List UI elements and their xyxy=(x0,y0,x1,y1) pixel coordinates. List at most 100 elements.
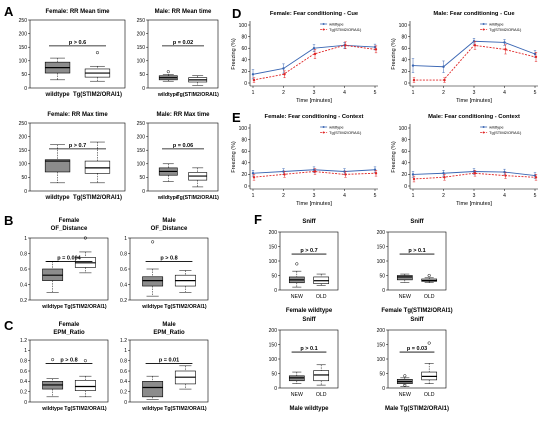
x-category-label: OLD xyxy=(424,392,435,398)
p-value-label: p = 0.03 xyxy=(407,346,427,352)
y-tick-label: 0 xyxy=(124,400,127,406)
p-value-label: p > 0.1 xyxy=(300,346,317,352)
y-tick-label: 0.2 xyxy=(120,298,127,304)
y-tick-label: 1 xyxy=(24,236,27,242)
x-axis-label: Time [minutes] xyxy=(456,201,492,207)
plot-frame xyxy=(387,231,447,291)
y-tick-label: 0 xyxy=(274,386,277,392)
data-point xyxy=(252,78,256,82)
x-category-label: Tg(STIM2/ORAI1) xyxy=(73,195,122,201)
box-iqr xyxy=(84,160,111,174)
data-point xyxy=(282,67,285,70)
outlier-point xyxy=(151,240,155,244)
y-tick-label: 0.8 xyxy=(20,358,27,364)
box xyxy=(396,273,413,283)
y-tick-label: 100 xyxy=(239,126,248,132)
data-point xyxy=(374,48,378,51)
panel-title: Male: Fear conditioning - Cue xyxy=(433,11,515,17)
box xyxy=(42,358,64,398)
y-tick-label: 40 xyxy=(401,58,407,64)
plot-frame xyxy=(129,339,209,403)
p-value-label: p > 0.1 xyxy=(408,248,425,254)
y-tick-label: 0.4 xyxy=(20,379,27,385)
y-tick-label: 200 xyxy=(377,328,386,334)
x-category-label: Tg(STIM2/ORAI1) xyxy=(164,406,207,412)
x-tick-label: 1 xyxy=(252,193,255,199)
x-axis-label: Time [minutes] xyxy=(296,201,332,207)
box xyxy=(188,75,208,86)
x-category-label: Tg(STIM2/ORAI1) xyxy=(177,195,220,201)
data-point xyxy=(412,78,416,82)
x-tick-label: 2 xyxy=(442,193,445,199)
y-tick-label: 0.6 xyxy=(20,267,27,273)
panel-title: Female: RR Max time xyxy=(47,112,108,118)
p-value-label: p = 0.06 xyxy=(173,143,193,149)
y-axis-label: Freezing (%) xyxy=(231,38,237,70)
data-point xyxy=(374,172,378,175)
y-tick-label: 20 xyxy=(401,172,407,178)
boxplot-panel: Female: RR Mean time 0 50 100 150 200 250 wildt… xyxy=(19,9,126,98)
y-tick-label: 150 xyxy=(19,45,28,51)
panel-title: Female: Fear conditioning - Context xyxy=(265,114,364,120)
y-tick-label: 250 xyxy=(137,121,146,127)
box xyxy=(44,57,71,81)
y-tick-label: 0.8 xyxy=(120,358,127,364)
x-category-label: OLD xyxy=(424,294,435,300)
p-value-label: p = 0.004 xyxy=(57,256,81,262)
data-point xyxy=(411,173,415,176)
outlier-point xyxy=(83,236,87,240)
x-category-label: wildtype xyxy=(41,406,63,412)
x-category-label: Tg(STIM2/ORAI1) xyxy=(64,304,107,310)
y-tick-label: 250 xyxy=(19,18,28,24)
y-tick-label: 0 xyxy=(244,81,247,87)
y-tick-label: 250 xyxy=(19,121,28,127)
x-tick-label: 1 xyxy=(412,193,415,199)
x-category-label: OLD xyxy=(316,294,327,300)
data-point xyxy=(534,176,538,179)
legend-label: wildtype xyxy=(489,22,504,27)
x-category-label: wildtype xyxy=(45,92,71,98)
x-tick-label: 4 xyxy=(503,193,506,199)
y-tick-label: 1 xyxy=(24,348,27,354)
panel-title: Sniff xyxy=(410,219,424,225)
boxplot-panel: Sniff 0 50 100 150 200 NEW OLD p > 0.1 Female Tg(… xyxy=(377,219,453,314)
x-category-label: Tg(STIM2/ORAI1) xyxy=(73,92,122,98)
y-tick-label: 150 xyxy=(137,45,146,51)
x-category-label: wildtype xyxy=(157,92,179,98)
panel-title: OF_Distance xyxy=(51,226,88,232)
legend-marker xyxy=(322,131,325,134)
y-tick-label: 50 xyxy=(21,175,27,181)
x-category-label: Tg(STIM2/ORAI1) xyxy=(64,406,107,412)
y-tick-label: 100 xyxy=(269,357,278,363)
y-tick-label: 200 xyxy=(19,134,28,140)
data-point xyxy=(283,173,286,176)
box xyxy=(396,374,413,387)
box xyxy=(313,273,330,286)
plot-frame xyxy=(129,237,209,301)
plot-frame xyxy=(29,19,126,89)
legend-marker xyxy=(482,126,485,128)
y-tick-label: 20 xyxy=(241,172,247,178)
y-tick-label: 100 xyxy=(137,162,146,168)
panel-letter-f: F xyxy=(254,212,262,227)
data-point xyxy=(503,41,506,44)
y-tick-label: 50 xyxy=(139,175,145,181)
y-tick-label: 200 xyxy=(137,31,146,37)
data-point xyxy=(473,172,477,175)
panel-title: EPM_Ratio xyxy=(53,330,85,336)
y-tick-label: 100 xyxy=(399,23,408,29)
x-category-label: OLD xyxy=(316,392,327,398)
panel-title: Male: Fear conditioning - Context xyxy=(428,114,520,120)
y-tick-label: 100 xyxy=(239,23,248,29)
y-tick-label: 80 xyxy=(241,34,247,40)
y-axis-label: Freezing (%) xyxy=(231,141,237,173)
panel-title: EPM_Ratio xyxy=(153,330,185,336)
outlier-point xyxy=(295,262,299,266)
legend-label: Tg(STIM2/ORAI1) xyxy=(489,27,522,32)
x-category-label: wildtype xyxy=(41,304,63,310)
y-tick-label: 100 xyxy=(377,259,386,265)
y-tick-label: 150 xyxy=(269,244,278,250)
box xyxy=(74,236,96,274)
y-tick-label: 150 xyxy=(137,148,146,154)
panel-letter-a: A xyxy=(4,4,14,19)
